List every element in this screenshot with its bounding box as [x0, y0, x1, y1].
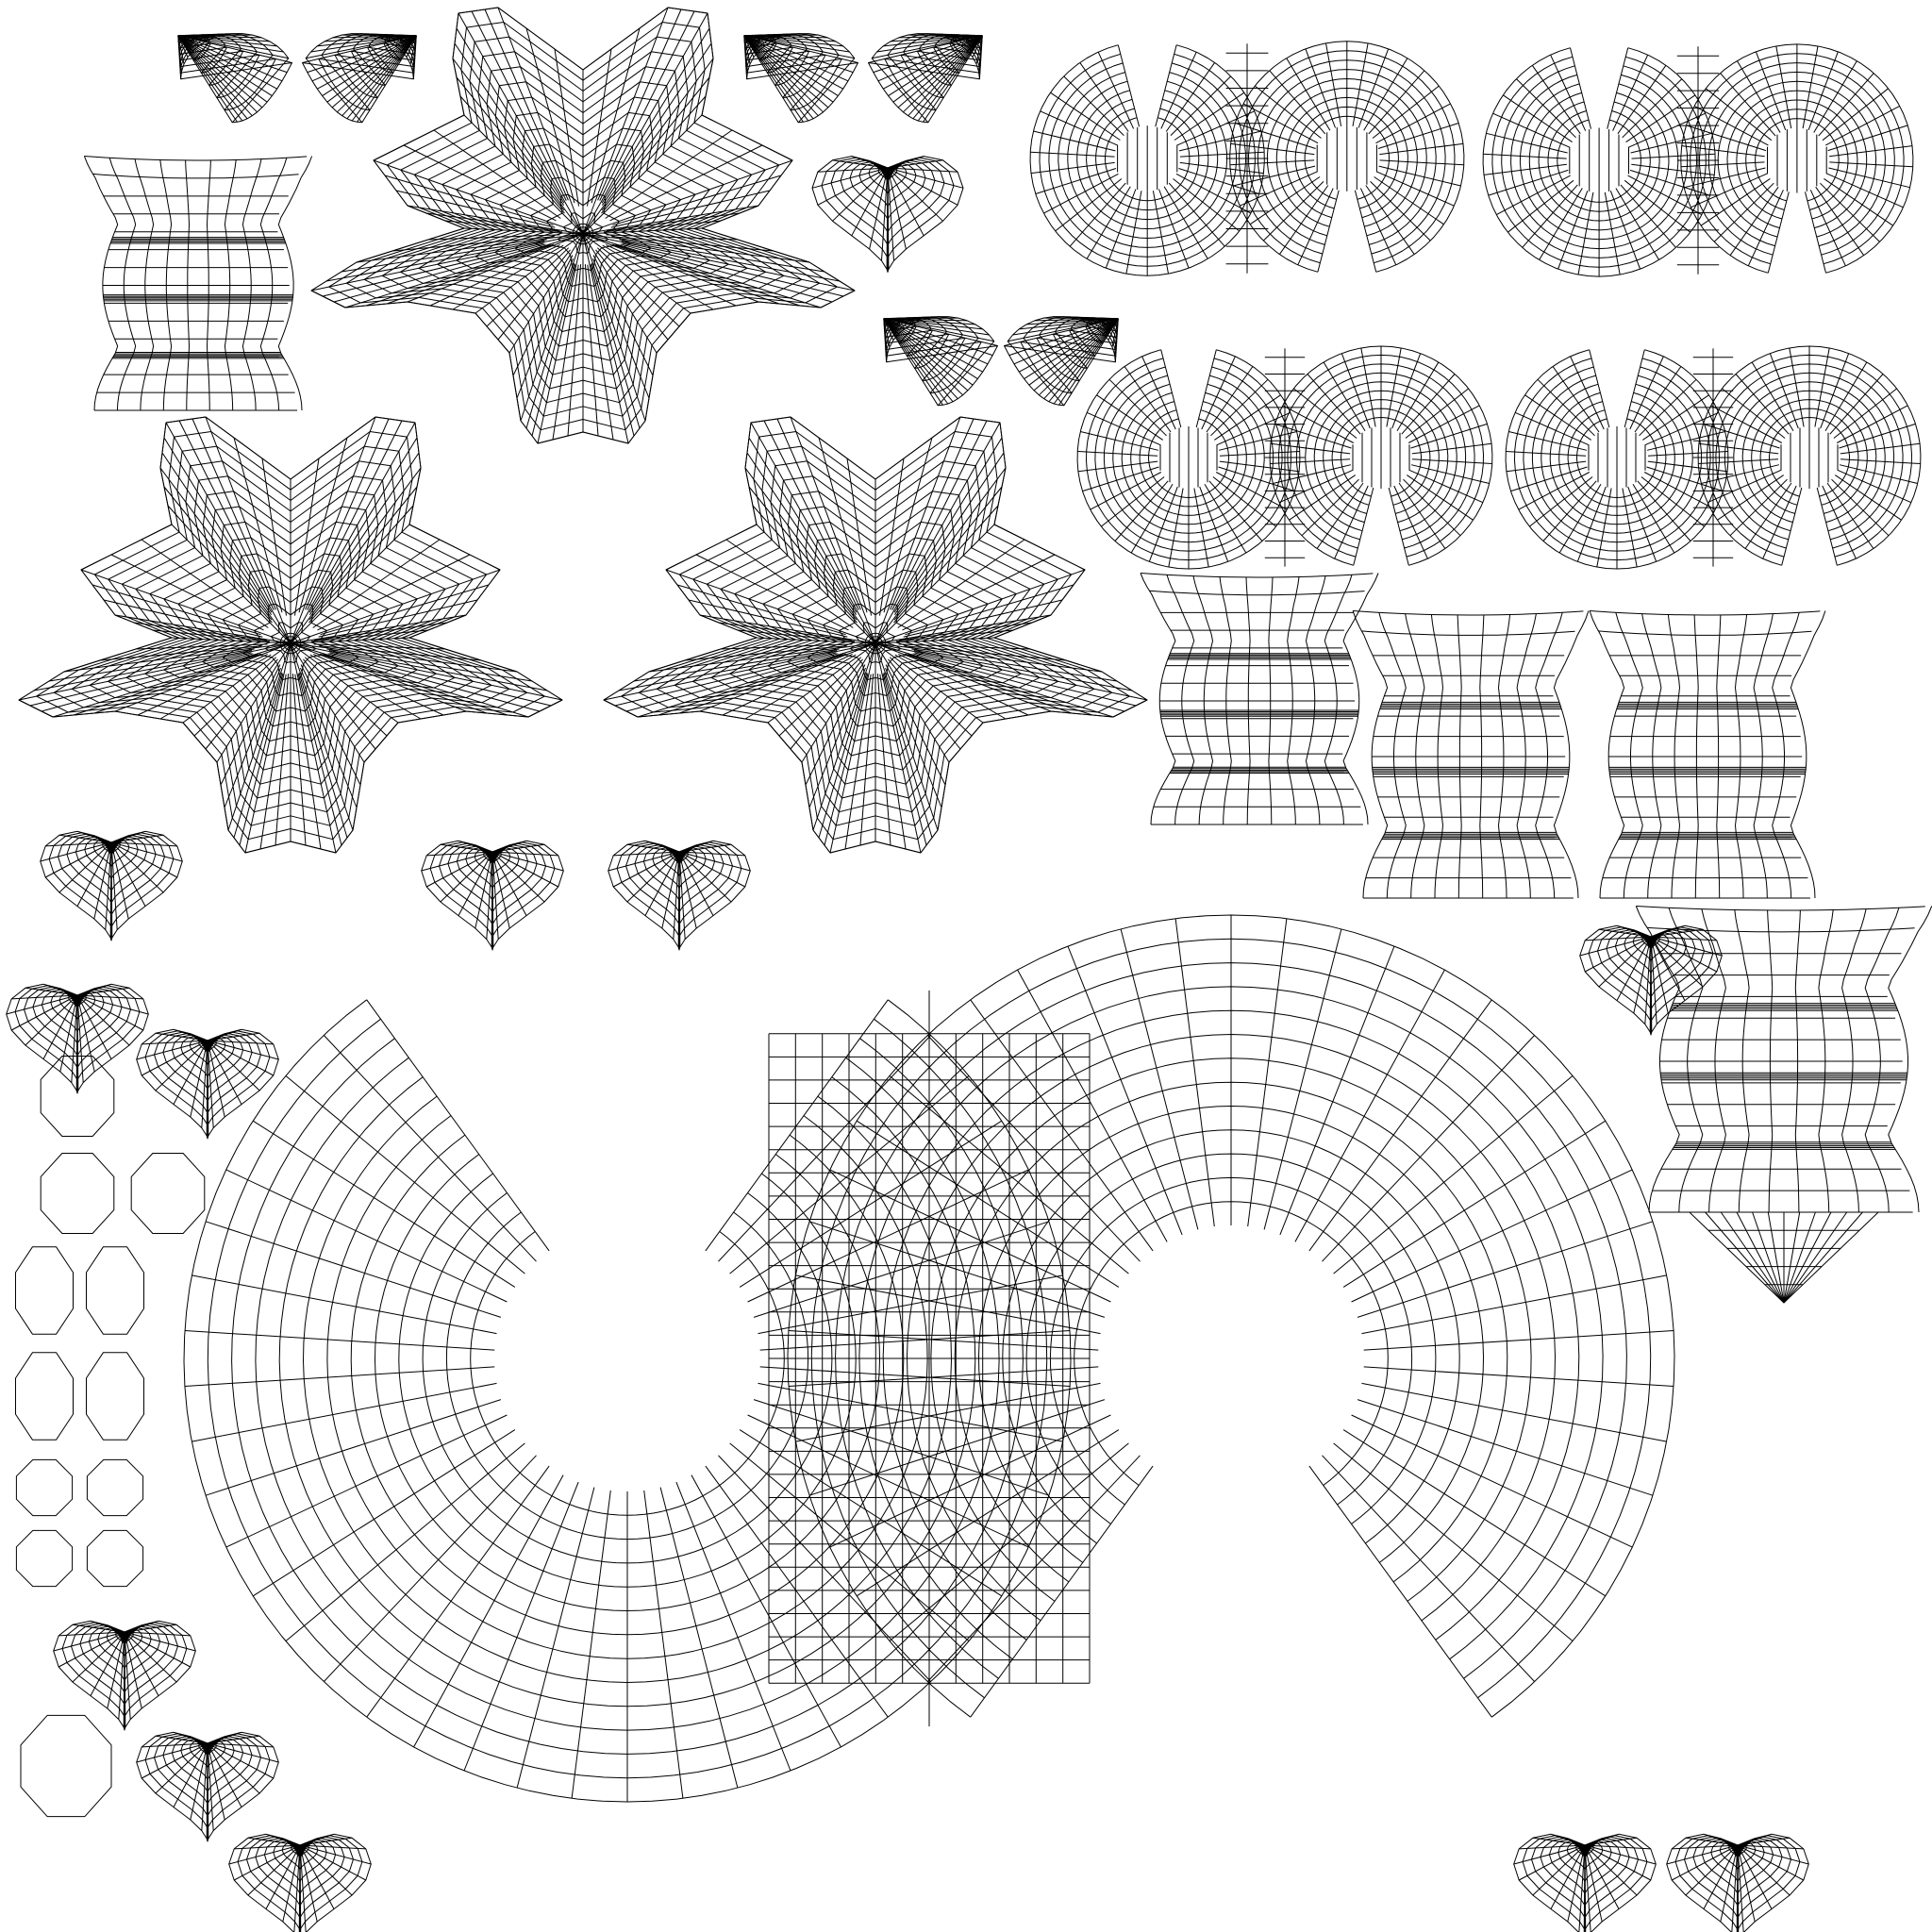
uv-island-octagon-3 [131, 1154, 205, 1234]
uv-island-twin-lobe-2 [1483, 44, 1913, 276]
uv-island-octagon-9 [87, 1459, 142, 1515]
island-outline [1667, 1834, 1809, 1932]
uv-island-heart-7 [1580, 925, 1723, 1035]
uv-island-heart-5 [422, 841, 564, 950]
uv-island-heart-9 [137, 1732, 279, 1841]
uv-island-octagon-8 [16, 1459, 72, 1515]
island-outline [87, 1247, 144, 1334]
uv-island-petal-3 [744, 34, 858, 123]
island-outline [16, 1459, 72, 1515]
uv-island-petal-2 [303, 34, 417, 123]
uv-island-octagon-1 [41, 1057, 114, 1137]
uv-island-octagon-7 [87, 1353, 144, 1440]
uv-island-octagon-11 [87, 1530, 142, 1586]
uv-island-star-2 [19, 417, 562, 853]
uv-island-waist-1 [84, 157, 311, 411]
uv-island-octagon-6 [16, 1353, 74, 1440]
uv-island-octagon-5 [87, 1247, 144, 1334]
uv-island-heart-8 [54, 1621, 196, 1730]
uv-island-petal-6 [1005, 317, 1119, 406]
uv-island-octagon-2 [41, 1154, 114, 1234]
uv-island-heart-11 [1514, 1834, 1657, 1932]
island-outline [16, 1530, 72, 1586]
uv-island-petal-1 [178, 34, 292, 123]
uv-island-twin-lobe-3 [1077, 346, 1492, 569]
uv-island-petal-4 [869, 34, 983, 123]
uv-island-octagon-4 [16, 1247, 74, 1334]
uv-island-twin-lobe-1 [1030, 42, 1464, 275]
uv-islands [7, 8, 1932, 1932]
uv-island-heart-2 [41, 831, 183, 941]
uv-island-twin-lobe-large [184, 915, 1674, 1802]
uv-island-heart-10 [229, 1834, 372, 1932]
uv-island-waist-2 [1141, 574, 1378, 825]
island-outline [87, 1530, 142, 1586]
uv-island-heart-4 [137, 1029, 279, 1139]
uv-island-octagon-12 [21, 1715, 111, 1816]
uv-island-star-1 [311, 8, 855, 443]
uv-island-heart-6 [608, 841, 751, 950]
uv-island-waist-3 [1353, 611, 1589, 899]
island-outline [41, 1154, 114, 1234]
uv-island-heart-3 [7, 984, 149, 1093]
uv-island-twin-lobe-4 [1506, 346, 1921, 569]
uv-island-octagon-10 [16, 1530, 72, 1586]
uv-island-waist-4 [1590, 611, 1825, 899]
island-outline [16, 1353, 74, 1440]
island-outline [131, 1154, 205, 1234]
island-outline [21, 1715, 111, 1816]
uv-island-star-3 [604, 417, 1147, 853]
island-outline [1514, 1834, 1657, 1932]
uv-island-waist-tail [1636, 907, 1931, 1304]
island-outline [229, 1834, 372, 1932]
island-outline [16, 1247, 74, 1334]
island-outline [87, 1459, 142, 1515]
uv-island-petal-5 [884, 317, 998, 406]
uv-island-heart-1 [812, 157, 963, 273]
island-outline [41, 1057, 114, 1137]
uv-island-heart-12 [1667, 1834, 1809, 1932]
island-outline [87, 1353, 144, 1440]
